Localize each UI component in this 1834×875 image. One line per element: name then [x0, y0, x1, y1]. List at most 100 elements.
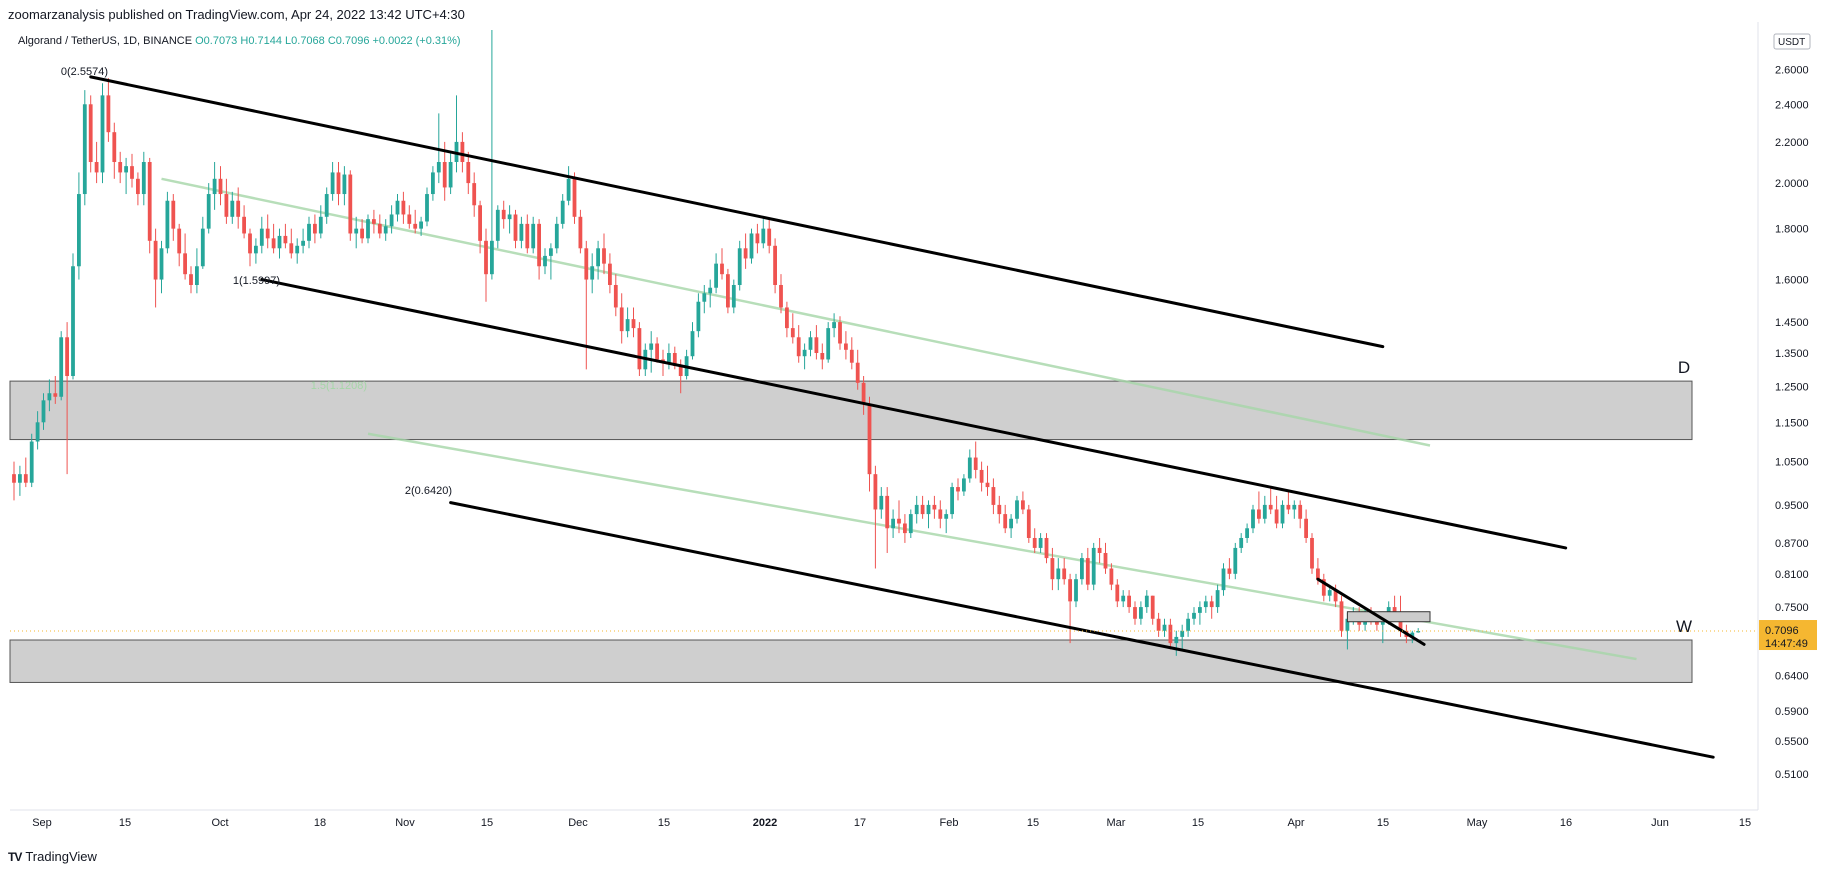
candle-body[interactable]	[1304, 518, 1308, 538]
candle-body[interactable]	[802, 349, 807, 357]
trendline-short-resistance[interactable]	[1316, 577, 1426, 646]
candle-body[interactable]	[94, 162, 99, 173]
candle-body[interactable]	[1268, 504, 1273, 510]
candle-body[interactable]	[1080, 558, 1084, 580]
candle-body[interactable]	[401, 200, 406, 215]
candle-body[interactable]	[254, 245, 258, 254]
trendline-channel-top[interactable]	[89, 75, 1385, 349]
candle-body[interactable]	[265, 228, 270, 239]
candle-body[interactable]	[979, 469, 984, 483]
small-consolidation-box[interactable]	[1346, 611, 1431, 623]
trendline-channel-mid-1[interactable]	[260, 278, 1568, 550]
candle-body[interactable]	[731, 284, 736, 308]
candle-body[interactable]	[1298, 504, 1303, 519]
candle-body[interactable]	[1032, 537, 1037, 548]
candle-body[interactable]	[790, 328, 795, 338]
candle-body[interactable]	[1127, 595, 1131, 608]
candle-body[interactable]	[324, 194, 329, 217]
candle-body[interactable]	[177, 228, 182, 254]
candle-body[interactable]	[1316, 568, 1320, 580]
candle-body[interactable]	[1410, 632, 1415, 637]
candle-body[interactable]	[442, 162, 447, 188]
candle-body[interactable]	[106, 95, 111, 133]
candle-body[interactable]	[1168, 624, 1173, 644]
candle-body[interactable]	[242, 216, 246, 234]
candle-body[interactable]	[495, 209, 500, 241]
candle-body[interactable]	[466, 162, 471, 184]
candle-body[interactable]	[879, 495, 884, 510]
candle-body[interactable]	[696, 301, 701, 332]
candle-body[interactable]	[590, 266, 595, 280]
candle-body[interactable]	[1215, 590, 1220, 608]
candle-body[interactable]	[855, 362, 860, 383]
candle-body[interactable]	[318, 216, 323, 234]
candle-body[interactable]	[141, 162, 146, 195]
candle-body[interactable]	[1103, 552, 1108, 569]
zone-W[interactable]	[9, 639, 1693, 683]
candle-body[interactable]	[1392, 607, 1397, 613]
candle-body[interactable]	[342, 174, 347, 195]
candle-body[interactable]	[295, 245, 300, 254]
candle-body[interactable]	[1245, 528, 1249, 538]
candle-body[interactable]	[1292, 504, 1297, 510]
candle-body[interactable]	[366, 219, 370, 239]
candle-body[interactable]	[147, 162, 152, 241]
candle-body[interactable]	[690, 331, 695, 357]
candle-body[interactable]	[572, 178, 577, 217]
candle-body[interactable]	[23, 474, 28, 483]
candle-body[interactable]	[478, 205, 482, 241]
candle-body[interactable]	[832, 322, 836, 329]
candle-body[interactable]	[313, 223, 317, 234]
candle-body[interactable]	[897, 518, 901, 524]
candle-body[interactable]	[136, 178, 140, 195]
candle-body[interactable]	[991, 487, 996, 505]
candle-body[interactable]	[71, 266, 75, 377]
candle-body[interactable]	[1091, 547, 1096, 585]
candle-body[interactable]	[714, 263, 718, 288]
candle-body[interactable]	[436, 162, 441, 173]
candle-body[interactable]	[377, 223, 382, 234]
candle-body[interactable]	[77, 194, 81, 267]
candle-body[interactable]	[773, 245, 777, 285]
candle-body[interactable]	[1286, 504, 1291, 510]
candle-body[interactable]	[507, 214, 512, 220]
candle-body[interactable]	[59, 337, 64, 397]
candle-body[interactable]	[891, 518, 895, 529]
candle-body[interactable]	[543, 255, 547, 267]
candle-body[interactable]	[820, 352, 825, 360]
candle-body[interactable]	[1192, 612, 1196, 619]
candle-body[interactable]	[1038, 537, 1043, 548]
candle-body[interactable]	[1180, 630, 1185, 637]
candle-body[interactable]	[1097, 547, 1102, 553]
candle-body[interactable]	[448, 162, 453, 188]
candle-body[interactable]	[755, 233, 760, 244]
candle-body[interactable]	[826, 328, 831, 360]
candle-body[interactable]	[513, 214, 518, 241]
candle-body[interactable]	[1044, 537, 1049, 559]
candle-body[interactable]	[259, 228, 264, 246]
candle-body[interactable]	[1274, 509, 1279, 524]
tradingview-brand[interactable]: TV TradingView	[8, 849, 97, 864]
candle-body[interactable]	[1074, 579, 1078, 602]
candle-body[interactable]	[814, 337, 819, 353]
candle-body[interactable]	[613, 284, 618, 308]
candle-body[interactable]	[667, 352, 671, 363]
candle-body[interactable]	[425, 194, 429, 222]
candle-body[interactable]	[1186, 618, 1190, 631]
candle-body[interactable]	[672, 352, 677, 367]
candle-body[interactable]	[920, 504, 925, 515]
candle-body[interactable]	[861, 382, 866, 404]
candle-body[interactable]	[153, 240, 158, 280]
candle-body[interactable]	[749, 233, 754, 259]
candle-body[interactable]	[490, 240, 494, 275]
candle-body[interactable]	[625, 319, 630, 332]
candle-body[interactable]	[195, 266, 199, 285]
candle-body[interactable]	[12, 474, 16, 483]
candle-body[interactable]	[867, 403, 872, 475]
candle-body[interactable]	[1109, 568, 1114, 585]
candle-body[interactable]	[431, 172, 435, 195]
candle-body[interactable]	[637, 328, 642, 370]
candle-body[interactable]	[1233, 547, 1238, 574]
candle-body[interactable]	[1156, 618, 1161, 631]
